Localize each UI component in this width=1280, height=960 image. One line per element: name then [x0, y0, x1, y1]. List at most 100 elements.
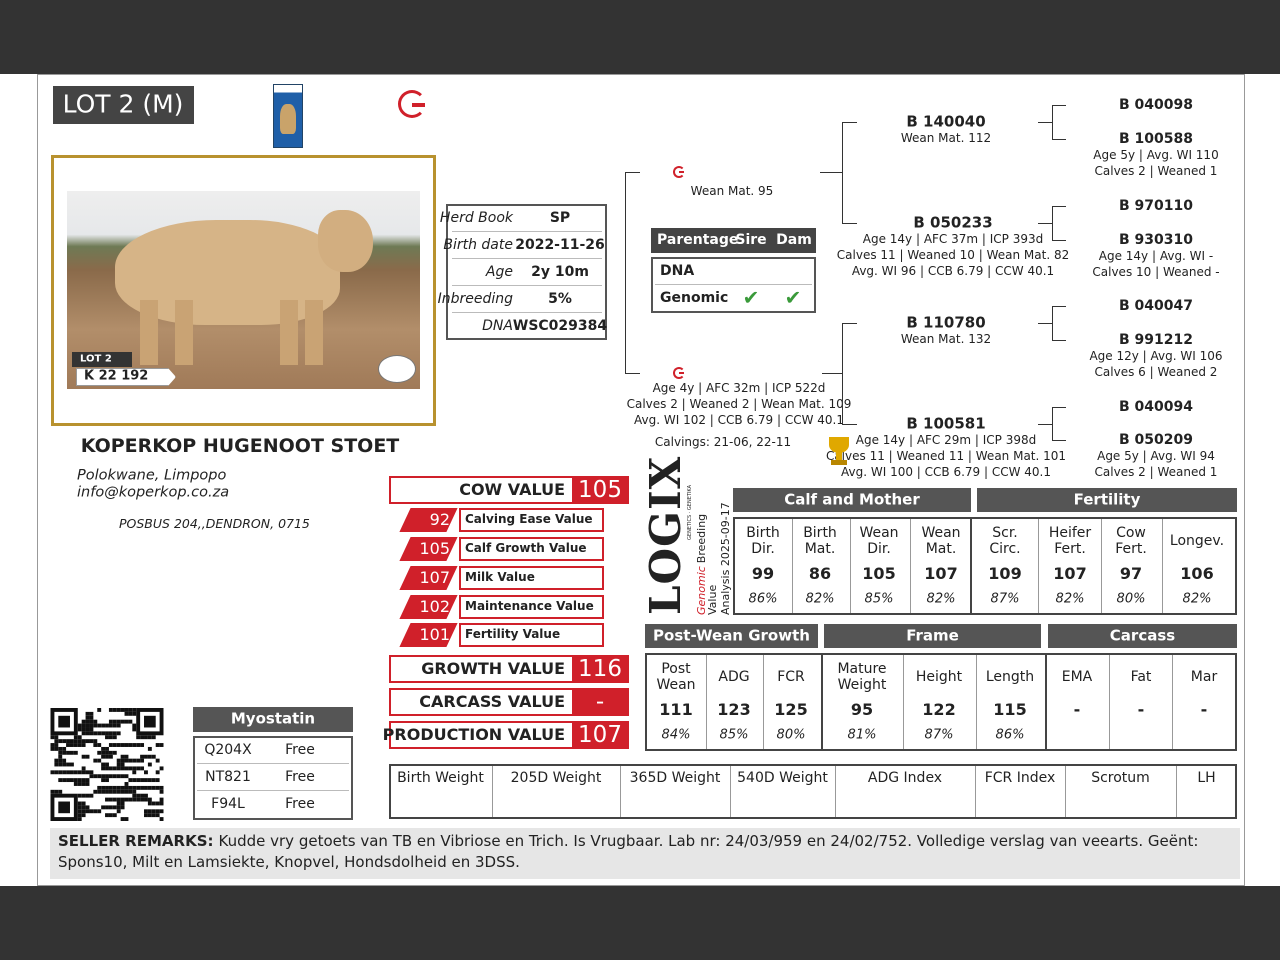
ebv-trait-label: Wean Dir.: [859, 524, 899, 557]
parentage-header-label: Parentage: [657, 231, 739, 248]
column-divider: [835, 766, 836, 817]
qr-module: [54, 735, 59, 740]
qr-module: [108, 797, 113, 802]
parentage-row-label: DNA: [660, 262, 695, 279]
connector-line: [1052, 306, 1066, 307]
qr-module: [108, 735, 113, 740]
qr-module: [151, 735, 156, 740]
qr-module: [105, 778, 109, 783]
qr-module: [89, 723, 94, 728]
ebv-accuracy: 86%: [748, 591, 778, 607]
grandparent-id: B 050233: [913, 213, 993, 232]
ebv-trait-label: Height: [915, 668, 963, 685]
qr-module: [69, 743, 74, 747]
total-value-value: -: [595, 688, 605, 715]
qr-module: [112, 805, 117, 810]
qr-module: [108, 766, 113, 771]
connector-line: [842, 323, 843, 424]
qr-module: [101, 723, 106, 728]
qr-module: [62, 750, 67, 755]
qr-module: [140, 766, 145, 771]
ebv-accuracy: 87%: [990, 591, 1020, 607]
component-label-box: [459, 595, 604, 619]
ebv-value: 99: [751, 563, 775, 583]
qr-module: [116, 809, 121, 814]
connector-line: [1038, 122, 1052, 123]
ebv-accuracy: 82%: [1182, 591, 1212, 607]
qr-module: [69, 770, 74, 775]
qr-module: [73, 782, 78, 786]
qr-module: [108, 754, 113, 759]
qr-module: [124, 797, 129, 802]
qr-module: [116, 743, 121, 747]
qr-module: [124, 785, 129, 790]
row-divider: [197, 763, 349, 764]
qr-module: [69, 739, 74, 744]
qr-module: [85, 782, 90, 786]
column-divider: [1045, 655, 1047, 749]
qr-module: [58, 746, 63, 751]
detail-value: SP: [549, 209, 571, 226]
connector-line: [842, 122, 857, 123]
qr-module: [54, 770, 59, 775]
qr-module: [77, 727, 82, 732]
qr-module: [112, 785, 117, 790]
column-divider: [850, 519, 851, 613]
qr-module: [66, 770, 70, 775]
qr-module: [151, 785, 156, 790]
parentage-header: [651, 228, 816, 253]
ebv-group-name: Post-Wean Growth: [653, 626, 810, 645]
qr-module: [93, 723, 98, 728]
qr-module: [97, 774, 102, 779]
qr-finder: [50, 708, 78, 736]
qr-module: [101, 789, 106, 794]
grandparent-info: Avg. WI 100 | CCB 6.79 | CCW 40.1: [841, 465, 1051, 480]
qr-module: [81, 770, 86, 775]
photo-lot-tab: [72, 352, 132, 367]
qr-module: [144, 785, 148, 790]
cow-value-value-box: [572, 476, 629, 504]
total-value-label: CARCASS VALUE: [419, 691, 565, 711]
qr-module: [132, 766, 137, 771]
qr-module: [120, 754, 125, 759]
qr-module: [50, 735, 55, 740]
qr-module: [116, 797, 121, 802]
gt-logo-bar: [412, 103, 425, 107]
ebv-accuracy: 84%: [661, 727, 691, 743]
qr-module: [120, 708, 125, 712]
qr-module: [62, 758, 67, 763]
weight-label: LH: [1197, 769, 1216, 786]
qr-module: [58, 770, 63, 775]
myostatin-gene: Q204X: [204, 741, 252, 758]
qr-module: [105, 766, 109, 771]
qr-module: [159, 766, 164, 771]
qr-module: [112, 708, 117, 712]
qr-module: [132, 743, 137, 747]
qr-module: [66, 739, 70, 744]
ebv-value: 122: [922, 699, 956, 719]
lot-number: LOT 2 (M): [62, 89, 184, 119]
qr-module: [124, 817, 129, 821]
qr-module: [58, 789, 63, 794]
qr-module: [81, 782, 86, 786]
qr-module: [101, 750, 106, 755]
qr-module: [144, 809, 148, 814]
qr-finder-center: [58, 715, 70, 728]
parentage-table: [651, 257, 816, 313]
qr-module: [128, 785, 133, 790]
qr-module: [105, 774, 109, 779]
ebv-accuracy: 87%: [924, 727, 954, 743]
connector-line: [625, 172, 626, 373]
detail-value: 2y 10m: [531, 263, 589, 280]
qr-module: [140, 797, 145, 802]
column-divider: [730, 766, 731, 817]
qr-module: [97, 708, 102, 712]
great-grandparent-id: B 040098: [1119, 96, 1193, 113]
ebv-trait-label: Length: [985, 668, 1035, 685]
ebv-group-name: Calf and Mother: [784, 490, 920, 509]
qr-module: [155, 743, 160, 747]
qr-module: [93, 789, 98, 794]
qr-module: [124, 774, 129, 779]
qr-module: [85, 754, 90, 759]
qr-module: [120, 817, 125, 821]
